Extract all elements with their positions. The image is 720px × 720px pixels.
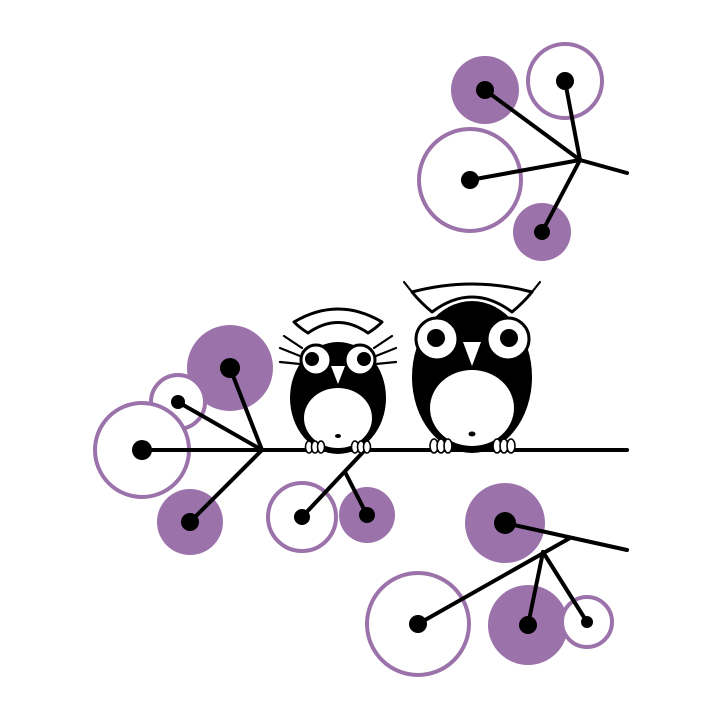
eyelashes bbox=[278, 334, 398, 366]
owl-belly-dot bbox=[335, 434, 341, 438]
owl-pupil-right bbox=[357, 352, 371, 366]
owl-belly bbox=[430, 370, 514, 446]
berry-dot bbox=[171, 395, 185, 409]
large-owl bbox=[402, 280, 542, 454]
berry-dot bbox=[409, 615, 427, 633]
berry-dot bbox=[294, 509, 310, 525]
bottom-right-berry-cluster bbox=[365, 483, 629, 677]
berry-dot bbox=[461, 171, 479, 189]
owl-beak bbox=[463, 342, 481, 366]
owl-pupil-right bbox=[500, 329, 518, 347]
berry-dot bbox=[132, 440, 152, 460]
berry-dot bbox=[476, 81, 494, 99]
berry-dot bbox=[534, 224, 550, 240]
owl-belly bbox=[304, 388, 372, 448]
owl-belly-dot bbox=[468, 431, 476, 437]
berry-dot bbox=[359, 507, 375, 523]
twig bbox=[468, 79, 629, 234]
berry-dot bbox=[494, 512, 516, 534]
owl-pupil-left bbox=[305, 352, 319, 366]
twig bbox=[140, 366, 264, 524]
twig bbox=[416, 521, 629, 627]
owl-feet bbox=[304, 440, 372, 454]
small-owl bbox=[278, 307, 398, 454]
berry-dot bbox=[581, 616, 593, 628]
top-right-berry-cluster bbox=[417, 42, 629, 261]
owl-head-tuft bbox=[292, 307, 384, 335]
tuft-feathers bbox=[402, 280, 542, 294]
berry-dot bbox=[556, 72, 574, 90]
left-berry-cluster bbox=[93, 325, 273, 555]
owl-pupil-left bbox=[427, 329, 445, 347]
middle-berry-cluster bbox=[266, 448, 395, 553]
berry-dot bbox=[181, 513, 199, 531]
twig bbox=[300, 448, 369, 519]
owl-head-tuft bbox=[410, 282, 534, 314]
berry-dot bbox=[519, 616, 537, 634]
berry-dot bbox=[220, 358, 240, 378]
owl-beak bbox=[331, 366, 345, 384]
owl-feet bbox=[429, 438, 516, 454]
